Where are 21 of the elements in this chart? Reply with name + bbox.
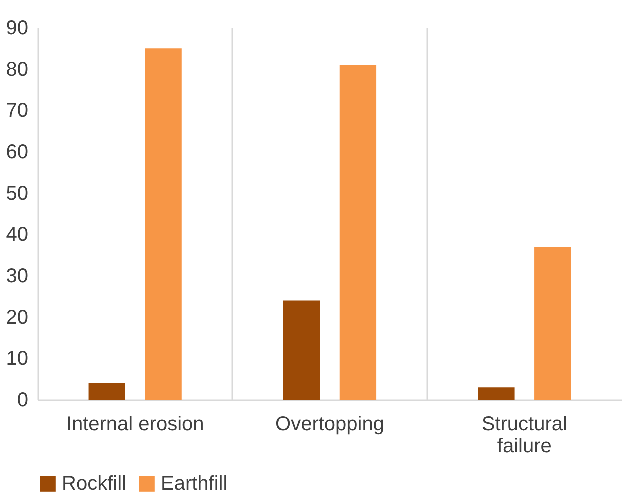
- y-tick-label: 80: [6, 58, 28, 81]
- y-tick-label: 40: [6, 224, 28, 246]
- bar: [340, 65, 377, 400]
- bar: [145, 48, 182, 400]
- y-tick-label: 10: [6, 348, 28, 370]
- y-tick-label: 90: [6, 18, 28, 40]
- bar: [534, 247, 572, 400]
- x-tick-label: Internal erosion: [66, 414, 204, 436]
- y-tick-label: 50: [6, 182, 28, 205]
- bar: [88, 383, 126, 400]
- y-tick-label: 70: [6, 100, 28, 122]
- bar: [283, 300, 320, 400]
- x-tick-label: Structural failure: [482, 414, 568, 458]
- y-tick-label: 30: [6, 266, 28, 288]
- legend-label: Earthfill: [161, 473, 228, 495]
- x-tick-label: Overtopping: [276, 414, 384, 436]
- y-tick-label: 0: [17, 390, 28, 412]
- y-tick-label: 60: [6, 142, 28, 164]
- y-tick-label: 20: [6, 306, 28, 329]
- bar: [478, 388, 515, 400]
- legend-label: Rockfill: [62, 473, 126, 495]
